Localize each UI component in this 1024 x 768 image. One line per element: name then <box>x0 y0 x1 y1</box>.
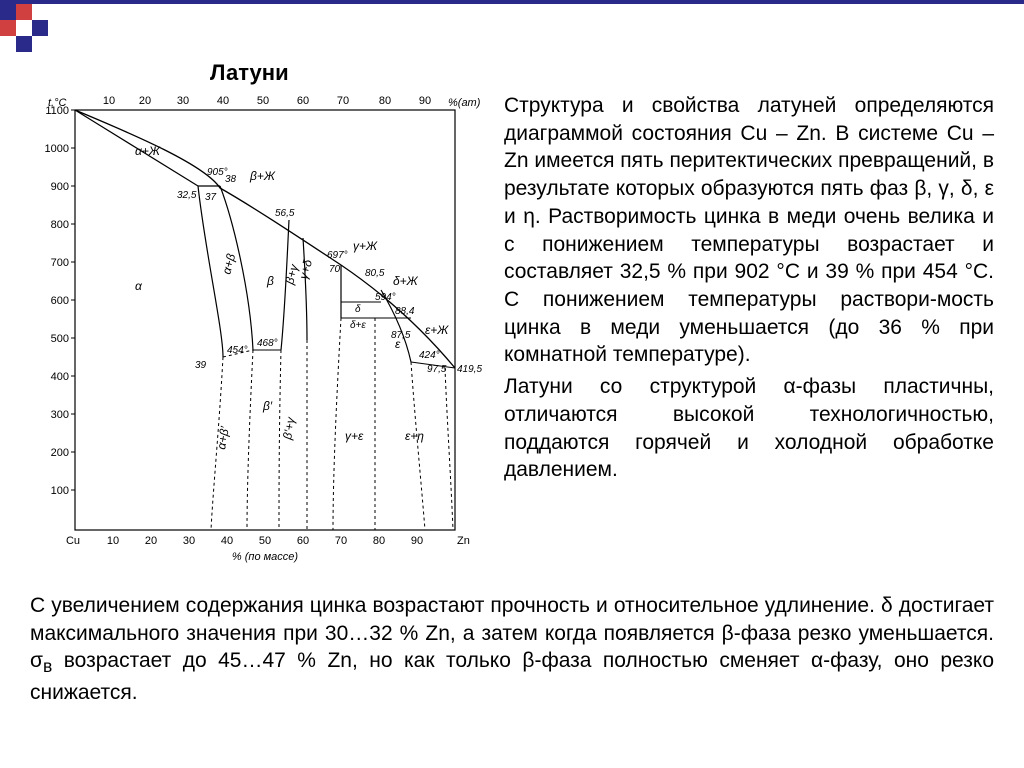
svg-text:300: 300 <box>51 409 69 421</box>
svg-text:10: 10 <box>107 535 119 547</box>
svg-text:α+β: α+β <box>219 252 238 276</box>
svg-text:400: 400 <box>51 371 69 383</box>
paragraph-3: С увеличением содержания цинка возрастаю… <box>30 592 994 706</box>
svg-text:80: 80 <box>379 95 391 107</box>
svg-text:70: 70 <box>337 95 349 107</box>
svg-text:60: 60 <box>297 535 309 547</box>
svg-text:ε+Ж: ε+Ж <box>425 323 449 337</box>
svg-text:88,4: 88,4 <box>395 306 415 317</box>
svg-text:Zn: Zn <box>457 535 470 547</box>
svg-text:70: 70 <box>335 535 347 547</box>
svg-text:40: 40 <box>221 535 233 547</box>
svg-text:δ: δ <box>355 304 361 315</box>
svg-text:30: 30 <box>183 535 195 547</box>
svg-text:30: 30 <box>177 95 189 107</box>
page-title: Латуни <box>210 60 994 86</box>
svg-text:38: 38 <box>225 174 237 185</box>
paragraph-1: Структура и свойства латуней определяютс… <box>504 92 994 369</box>
svg-text:600: 600 <box>51 295 69 307</box>
svg-text:39: 39 <box>195 360 207 371</box>
svg-text:γ+δ: γ+δ <box>296 258 315 281</box>
svg-text:50: 50 <box>257 95 269 107</box>
svg-text:Cu: Cu <box>66 535 80 547</box>
svg-text:α: α <box>135 279 143 293</box>
svg-text:δ+Ж: δ+Ж <box>393 274 419 288</box>
svg-text:56,5: 56,5 <box>275 208 295 219</box>
svg-text:α+Ж: α+Ж <box>135 144 161 158</box>
svg-text:10: 10 <box>103 95 115 107</box>
svg-text:γ+Ж: γ+Ж <box>353 239 378 253</box>
svg-text:50: 50 <box>259 535 271 547</box>
svg-text:500: 500 <box>51 333 69 345</box>
svg-text:% (по массе): % (по массе) <box>232 551 299 563</box>
svg-text:60: 60 <box>297 95 309 107</box>
svg-text:α+β′: α+β′ <box>214 425 232 451</box>
svg-text:β+Ж: β+Ж <box>249 169 276 183</box>
svg-text:1000: 1000 <box>45 143 69 155</box>
svg-text:β′: β′ <box>262 399 273 413</box>
svg-text:97,5: 97,5 <box>427 364 447 375</box>
svg-text:424°: 424° <box>419 350 440 361</box>
svg-text:%(ат): %(ат) <box>448 97 481 109</box>
svg-text:200: 200 <box>51 447 69 459</box>
svg-text:80: 80 <box>373 535 385 547</box>
svg-text:β: β <box>266 274 274 288</box>
svg-text:37: 37 <box>205 192 217 203</box>
svg-text:32,5: 32,5 <box>177 190 197 201</box>
svg-text:700: 700 <box>51 257 69 269</box>
svg-text:β′+γ: β′+γ <box>280 415 298 441</box>
svg-text:20: 20 <box>145 535 157 547</box>
svg-text:70: 70 <box>329 264 341 275</box>
svg-text:697°: 697° <box>327 250 348 261</box>
svg-text:ε+η: ε+η <box>405 429 424 443</box>
svg-text:δ+ε: δ+ε <box>350 320 366 331</box>
svg-text:t,°C: t,°C <box>48 97 67 109</box>
svg-text:87,5: 87,5 <box>391 330 411 341</box>
svg-text:γ+ε: γ+ε <box>345 429 364 443</box>
svg-text:ε: ε <box>395 337 401 351</box>
paragraph-2: Латуни со структурой α-фазы пластичны, о… <box>504 373 994 484</box>
svg-text:80,5: 80,5 <box>365 268 385 279</box>
phase-diagram: 1100 1000 900 800 700 600 500 400 300 20… <box>30 92 490 582</box>
svg-text:419,5: 419,5 <box>457 364 482 375</box>
svg-text:468°: 468° <box>257 338 278 349</box>
svg-text:900: 900 <box>51 181 69 193</box>
svg-text:40: 40 <box>217 95 229 107</box>
svg-text:100: 100 <box>51 485 69 497</box>
logo-decoration <box>0 0 50 50</box>
svg-text:20: 20 <box>139 95 151 107</box>
svg-text:90: 90 <box>411 535 423 547</box>
svg-text:454°: 454° <box>227 345 248 356</box>
svg-text:800: 800 <box>51 219 69 231</box>
svg-text:90: 90 <box>419 95 431 107</box>
